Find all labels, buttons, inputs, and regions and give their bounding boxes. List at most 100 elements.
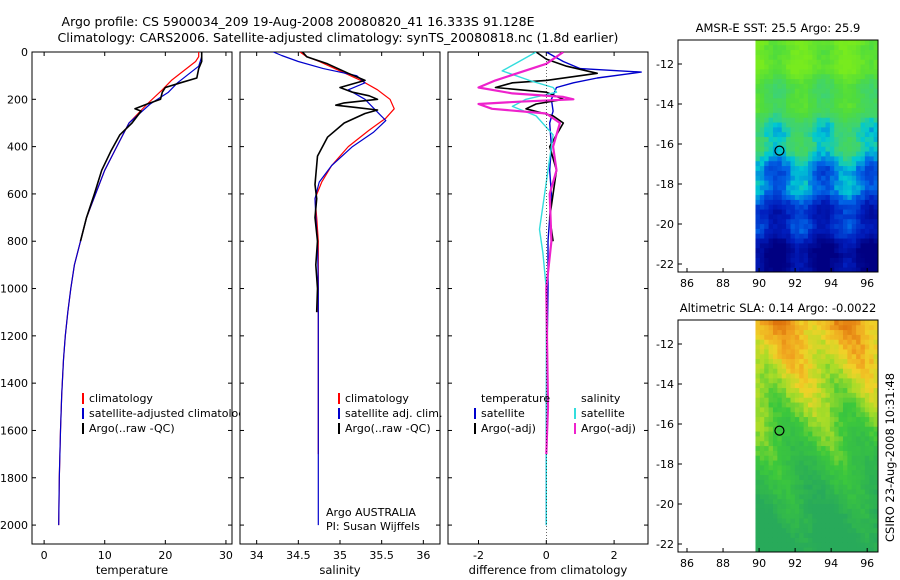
sst_map-cell [860,64,866,70]
sst_map-cell [790,127,796,133]
sla_map-cell [777,320,783,326]
sst_map-cell [842,165,848,171]
sla_map-cell [755,479,761,485]
sla_map-cell [860,320,866,326]
sst_map-cell [825,78,831,84]
sla_map-cell [772,339,778,345]
sla_map-cell [838,353,844,360]
sla_map-cell [768,353,774,360]
sst_map-cell [869,73,875,80]
sst_map-cell [856,146,861,152]
sst_map-cell [772,136,778,142]
sst_map-cell [873,199,879,205]
sla_map-cell [755,339,761,345]
sst_map-cell [764,44,770,51]
sla_map-cell [777,465,783,471]
sst_map-cell [803,257,809,263]
sst_map-cell [755,44,761,51]
sla_map-cell [807,479,813,485]
sla_map-cell [786,387,791,393]
sla_map-cell [777,479,783,485]
sst_map-cell [794,238,800,244]
sst_map-cell [847,257,853,263]
sst_map-cell [842,218,848,225]
sst_map-cell [842,141,848,147]
sst_map-cell [812,189,818,196]
sst_map-cell [873,44,879,51]
sst_map-cell [790,102,796,109]
difference-legend-temperature-item-label: Argo(-adj) [481,422,536,435]
sla_map-cell [825,537,831,543]
sla_map-cell [799,440,805,447]
sst_map-cell [829,189,835,196]
sst_map-cell [777,170,783,176]
sst_map-cell [794,185,800,191]
sst_map-cell [838,151,844,157]
sla_map-cell [847,547,853,553]
sst_map-cell [768,73,774,80]
sst_map-cell [786,262,791,268]
sst_map-cell [834,112,840,118]
sst_map-cell [755,257,761,263]
sst_map-cell [873,122,879,128]
difference-legend-temperature-item-label: satellite [481,407,525,420]
sst_map-cell [869,40,875,46]
sla_map-cell [851,503,857,509]
sst_map-cell [794,112,800,118]
sst_map-cell [821,238,826,244]
sla_map-cell [869,503,875,509]
sla_map-cell [838,426,844,432]
sst_map-cell [873,180,879,186]
sla_map-cell [759,349,765,355]
sla_map-cell [759,469,765,476]
sla_map-cell [821,494,826,500]
sla_map-cell [851,455,857,461]
sla_map-cell [772,392,778,398]
sla_map-cell [873,378,879,384]
sst_map-cell [816,175,822,181]
sla_map-cell [864,537,870,543]
difference-line-salinity-satellite [501,52,558,526]
sla_map-cell [803,537,809,543]
sla_map-cell [772,479,778,485]
sst_map-cell [842,83,848,89]
sst_map-cell [772,44,778,51]
sla_map-cell [764,339,770,345]
sla_map-cell [772,358,778,364]
sst_map-cell [834,247,840,254]
sla_map-cell [825,411,831,418]
sla_map-cell [825,324,831,331]
sla_map-cell [856,387,861,393]
sst_map-cell [816,117,822,123]
sla_map-cell [812,503,818,509]
sst_map-cell [807,267,813,273]
sla_map-cell [829,455,835,461]
sst_map-cell [834,40,840,46]
sst_map-cell [825,146,831,152]
sst_map-cell [821,204,826,210]
sst_map-cell [790,151,796,157]
sst_map-cell [829,175,835,181]
sst_map-cell [838,69,844,75]
sla_map-cell [816,523,822,529]
sla_map-cell [794,537,800,543]
sst_map-cell [759,267,765,273]
sst_map-cell [781,214,787,220]
sla_map-cell [764,440,770,447]
sla_map-cell [816,358,822,364]
sst_map-cell [816,83,822,89]
sla_map-cell [772,503,778,509]
sla_map-cell [803,455,809,461]
sst_map-cell [794,83,800,89]
sst_map-cell [860,233,866,239]
sst_map-cell [821,73,826,80]
sla_map-cell [838,523,844,529]
sst_map-cell [869,185,875,191]
sla_map-cell [851,498,857,505]
sla_map-cell [755,353,761,360]
sst_map-cell [781,73,787,80]
sla_map-cell [834,503,840,509]
sst_map-cell [864,98,870,104]
sla_map-cell [834,532,840,538]
sla_map-cell [794,344,800,350]
